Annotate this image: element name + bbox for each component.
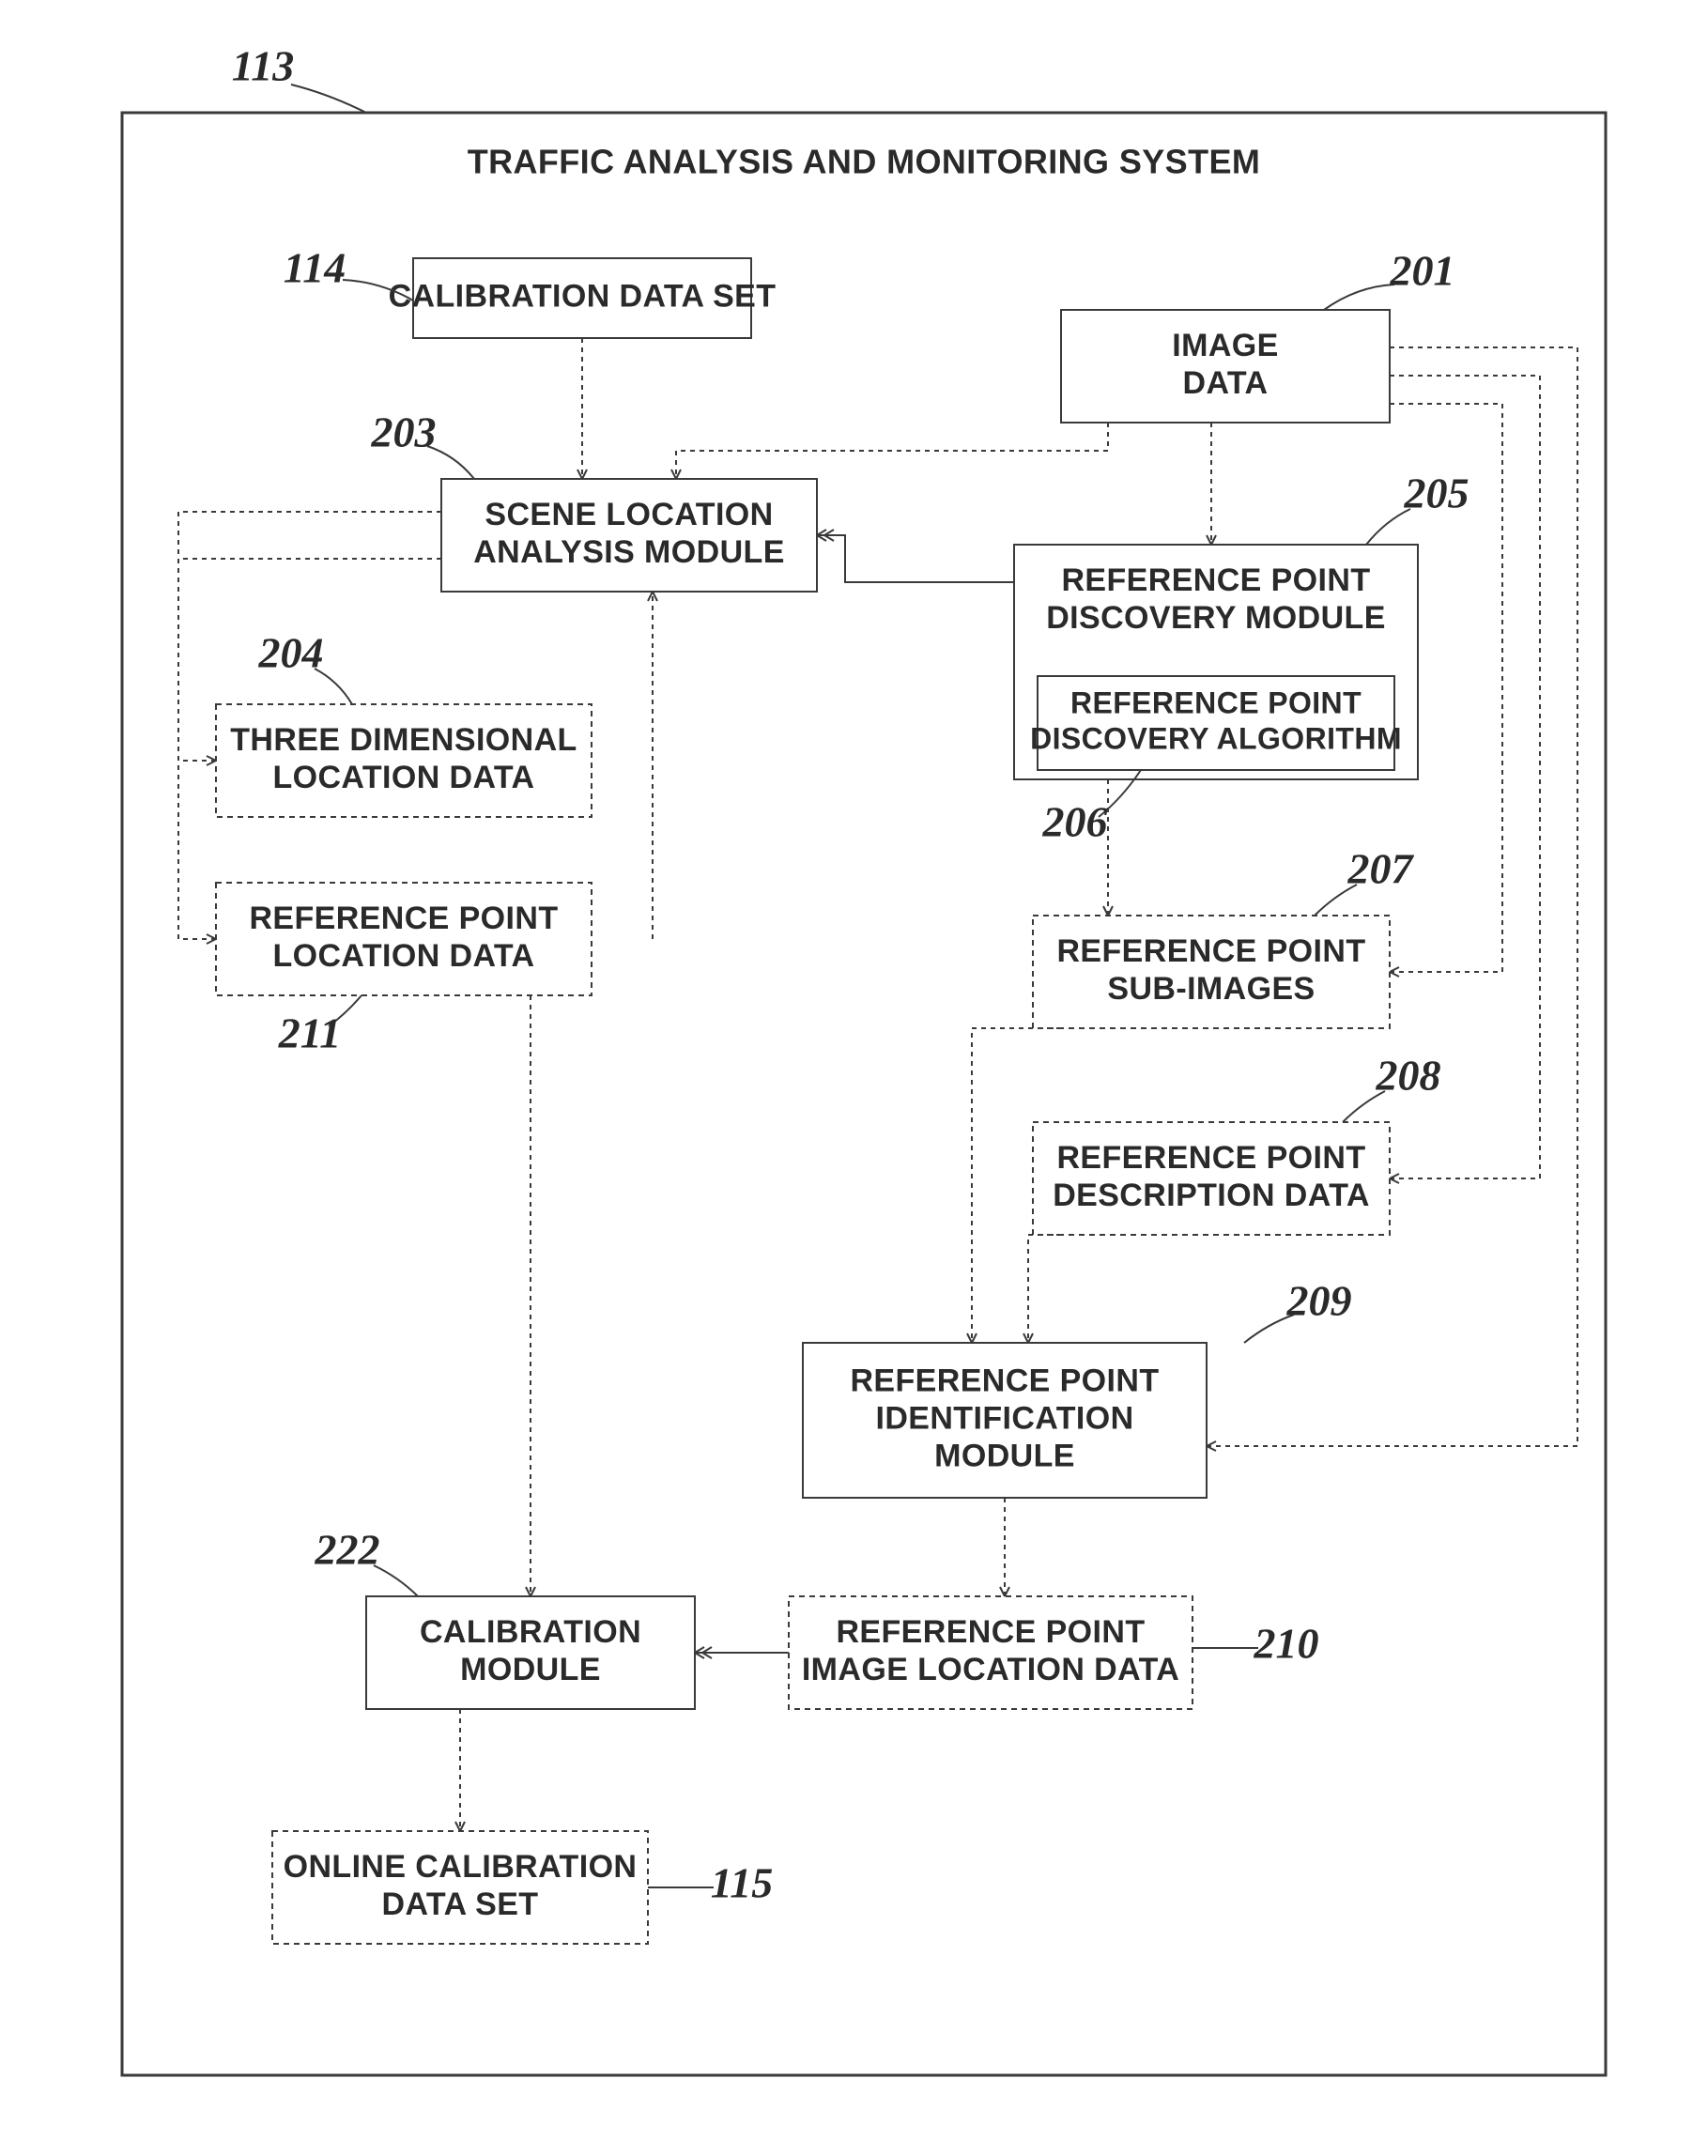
node-calib_set-line0: CALIBRATION DATA SET — [389, 278, 777, 314]
ref-210: 210 — [1254, 1620, 1319, 1668]
node-ident_module-line1: IDENTIFICATION — [875, 1400, 1133, 1436]
node-ident_module-line0: REFERENCE POINT — [850, 1363, 1159, 1398]
ref-206: 206 — [1042, 798, 1108, 846]
ref-201: 201 — [1390, 247, 1455, 295]
node-three_d-line0: THREE DIMENSIONAL — [230, 722, 577, 758]
node-ref_discovery-line0: REFERENCE POINT — [1061, 562, 1370, 598]
node-image_loc_data: REFERENCE POINTIMAGE LOCATION DATA — [789, 1596, 1193, 1709]
edge-image_to_scene — [676, 423, 1108, 479]
node-scene_loc-line0: SCENE LOCATION — [485, 497, 773, 532]
node-online_calib: ONLINE CALIBRATIONDATA SET — [272, 1831, 648, 1944]
ref-205: 205 — [1404, 470, 1469, 517]
node-ident_module-line2: MODULE — [934, 1438, 1075, 1473]
node-calib_module-line1: MODULE — [460, 1652, 601, 1687]
ref-222: 222 — [315, 1526, 380, 1574]
node-online_calib-line1: DATA SET — [382, 1886, 539, 1922]
node-ref_discovery-inner-line0: REFERENCE POINT — [1070, 685, 1362, 719]
diagram-svg: TRAFFIC ANALYSIS AND MONITORING SYSTEM 11… — [0, 0, 1708, 2156]
node-three_d-line1: LOCATION DATA — [272, 760, 534, 795]
node-calib_module: CALIBRATIONMODULE — [366, 1596, 695, 1709]
node-sub_images-line0: REFERENCE POINT — [1056, 933, 1365, 969]
edge-discovery_to_scene — [817, 535, 1014, 582]
node-ref_loc_data: REFERENCE POINTLOCATION DATA — [216, 883, 592, 995]
node-ref_discovery: REFERENCE POINTDISCOVERY MODULEREFERENCE… — [1014, 545, 1418, 779]
node-image_loc_data-line1: IMAGE LOCATION DATA — [802, 1652, 1179, 1687]
edge-image_to_ident — [1207, 347, 1577, 1446]
system-title: TRAFFIC ANALYSIS AND MONITORING SYSTEM — [468, 143, 1261, 181]
ref-203: 203 — [371, 408, 437, 456]
node-image_data-line1: DATA — [1183, 365, 1269, 401]
diagram-root: TRAFFIC ANALYSIS AND MONITORING SYSTEM 11… — [0, 0, 1708, 2156]
node-sub_images: REFERENCE POINTSUB-IMAGES — [1033, 916, 1390, 1028]
ref-115: 115 — [711, 1859, 773, 1907]
edge-sub_to_ident — [972, 1028, 1061, 1343]
ref-113: 113 — [232, 42, 294, 90]
ref-211: 211 — [278, 1009, 341, 1057]
node-ref_loc_data-line1: LOCATION DATA — [272, 938, 534, 974]
node-sub_images-line1: SUB-IMAGES — [1107, 971, 1315, 1007]
ref-208: 208 — [1376, 1052, 1441, 1100]
node-desc_data: REFERENCE POINTDESCRIPTION DATA — [1033, 1122, 1390, 1235]
node-ident_module: REFERENCE POINTIDENTIFICATIONMODULE — [803, 1343, 1207, 1498]
node-online_calib-line0: ONLINE CALIBRATION — [284, 1849, 638, 1885]
ref-114: 114 — [284, 244, 346, 292]
node-image_loc_data-line0: REFERENCE POINT — [836, 1614, 1145, 1650]
node-ref_discovery-line1: DISCOVERY MODULE — [1046, 600, 1386, 636]
edge-desc_to_ident — [1028, 1235, 1061, 1343]
node-desc_data-line0: REFERENCE POINT — [1056, 1140, 1365, 1176]
ref-207: 207 — [1347, 845, 1415, 893]
node-three_d: THREE DIMENSIONALLOCATION DATA — [216, 704, 592, 817]
node-calib_set: CALIBRATION DATA SET — [389, 258, 777, 338]
node-calib_module-line0: CALIBRATION — [420, 1614, 641, 1650]
node-image_data-line0: IMAGE — [1172, 328, 1278, 363]
ref-209: 209 — [1286, 1277, 1352, 1325]
ref-204: 204 — [258, 629, 324, 677]
node-scene_loc: SCENE LOCATIONANALYSIS MODULE — [441, 479, 817, 592]
node-image_data: IMAGEDATA — [1061, 310, 1390, 423]
node-ref_discovery-inner-line1: DISCOVERY ALGORITHM — [1030, 721, 1402, 755]
node-scene_loc-line1: ANALYSIS MODULE — [473, 534, 785, 570]
node-ref_loc_data-line0: REFERENCE POINT — [249, 901, 558, 936]
node-desc_data-line1: DESCRIPTION DATA — [1053, 1178, 1370, 1213]
